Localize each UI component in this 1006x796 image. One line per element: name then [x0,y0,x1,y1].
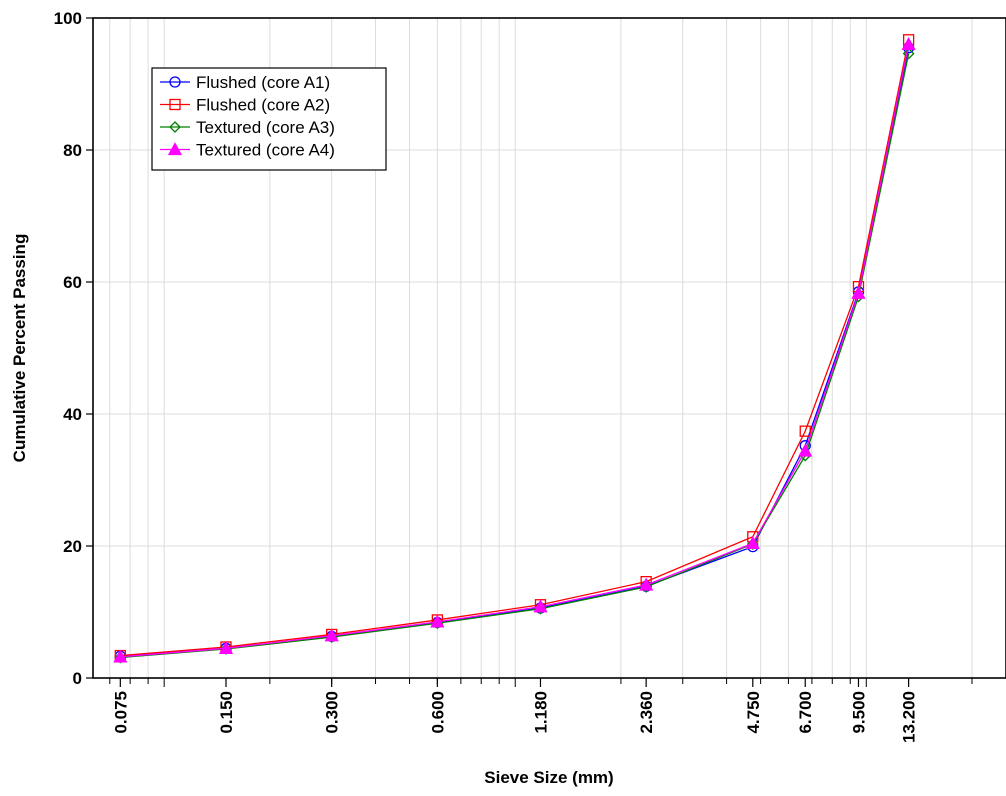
x-tick-label: 0.300 [323,691,342,734]
x-tick-label: 6.700 [796,691,815,734]
data-point [799,425,811,437]
data-point [902,47,915,60]
x-tick-label: 4.750 [744,691,763,734]
data-point [745,536,760,550]
y-tick-label: 60 [63,273,82,292]
legend-marker [167,142,183,156]
y-tick-label: 40 [63,405,82,424]
legend-marker [169,98,181,111]
series-line [120,39,910,657]
legend-label: Flushed (core A2) [196,96,330,115]
legend-label: Textured (core A3) [196,118,335,137]
legend-item: Flushed (core A2) [160,96,330,115]
data-point [533,599,548,613]
legend-marker [169,121,181,133]
x-tick-label: 0.075 [111,691,130,734]
data-point [901,37,916,51]
legend-label: Flushed (core A1) [196,73,330,92]
legend-item: Textured (core A3) [160,118,335,137]
x-tick-label: 1.180 [531,691,550,734]
y-axis-title: Cumulative Percent Passing [10,234,29,463]
series-group [113,37,916,663]
data-point [639,577,654,591]
data-point [851,285,866,299]
data-point [798,443,813,457]
grid-layer [93,18,1006,678]
data-point [218,640,234,654]
x-tick-label: 0.600 [428,691,447,734]
legend-marker [169,76,181,88]
x-tick-label: 0.150 [217,691,236,734]
data-point [113,649,128,663]
axis-layer: 0 20 40 60 80 100 0.075 0.150 0.300 0.600 1.180 2.3… [54,9,973,743]
y-tick-label: 0 [73,669,82,688]
series-line [120,53,910,659]
x-tick-label: 9.500 [849,691,868,734]
y-tick-label: 80 [63,141,82,160]
data-point [324,628,339,642]
legend-item: Flushed (core A1) [160,73,330,92]
series-line [120,44,910,658]
x-tick-label: 2.360 [637,691,656,734]
y-tick-label: 20 [63,537,82,556]
data-point [430,614,445,628]
legend: Flushed (core A1) Flushed (core A2) Textur… [151,67,387,171]
legend-label: Textured (core A4) [196,141,335,160]
series-layer [113,34,916,664]
legend-box [151,67,387,171]
legend-item: Textured (core A4) [160,141,335,160]
x-tick-label: 13.200 [900,691,919,743]
plot-frame [92,17,1006,679]
y-tick-label: 100 [54,9,82,28]
x-axis-title: Sieve Size (mm) [484,768,613,787]
